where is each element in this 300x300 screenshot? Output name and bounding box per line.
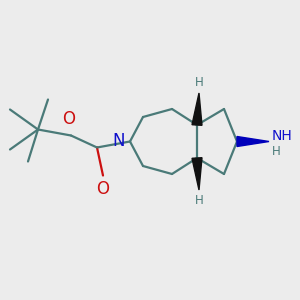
Text: O: O	[97, 179, 110, 197]
Text: H: H	[272, 145, 281, 158]
Text: N: N	[112, 133, 125, 151]
Text: O: O	[62, 110, 76, 128]
Polygon shape	[192, 158, 202, 190]
Polygon shape	[192, 93, 202, 125]
Polygon shape	[237, 136, 269, 146]
Text: H: H	[195, 76, 203, 89]
Text: NH: NH	[272, 130, 293, 143]
Text: H: H	[195, 194, 203, 207]
